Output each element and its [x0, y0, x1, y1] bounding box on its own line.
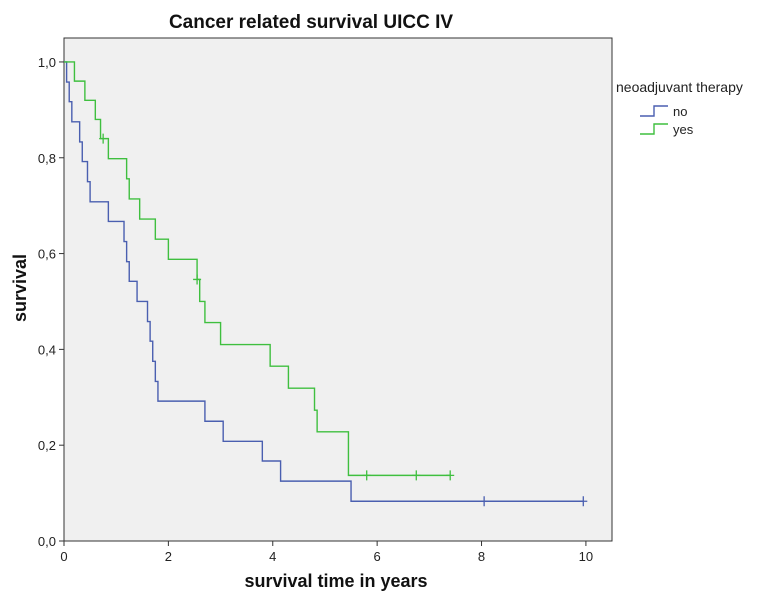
x-tick-label: 2 — [165, 549, 172, 564]
legend-swatch-yes — [640, 123, 668, 135]
x-axis: 0 2 4 6 8 10 — [60, 541, 593, 564]
series-line-yes — [64, 61, 451, 477]
censor-mark-yes — [412, 470, 421, 481]
y-tick-label: 0,8 — [38, 151, 56, 166]
censor-mark-yes — [193, 274, 202, 285]
plot-area — [63, 37, 613, 542]
series-line-no — [64, 61, 584, 502]
x-tick-label: 10 — [579, 549, 593, 564]
legend: neoadjuvant therapy no yes — [616, 79, 743, 137]
legend-title: neoadjuvant therapy — [616, 79, 743, 95]
legend-label-yes: yes — [673, 122, 694, 137]
y-tick-label: 0,6 — [38, 247, 56, 262]
x-tick-label: 0 — [60, 549, 67, 564]
chart-title: Cancer related survival UICC IV — [169, 12, 453, 33]
censor-mark-yes — [99, 133, 108, 144]
y-axis: 0,0 0,2 0,4 0,6 0,8 1,0 — [38, 55, 64, 549]
y-tick-label: 0,4 — [38, 342, 56, 357]
y-tick-label: 1,0 — [38, 55, 56, 70]
legend-label-no: no — [673, 104, 687, 119]
x-tick-label: 6 — [374, 549, 381, 564]
y-tick-label: 0,0 — [38, 534, 56, 549]
x-tick-label: 8 — [478, 549, 485, 564]
censor-mark-yes — [446, 470, 455, 481]
y-tick-label: 0,2 — [38, 438, 56, 453]
censor-mark-no — [480, 496, 489, 507]
y-axis-label: survival — [10, 254, 30, 322]
censor-mark-no — [579, 496, 588, 507]
censor-mark-yes — [362, 470, 371, 481]
x-tick-label: 4 — [269, 549, 276, 564]
legend-swatch-no — [640, 105, 668, 117]
series-layer — [64, 61, 588, 507]
x-axis-label: survival time in years — [244, 571, 427, 591]
